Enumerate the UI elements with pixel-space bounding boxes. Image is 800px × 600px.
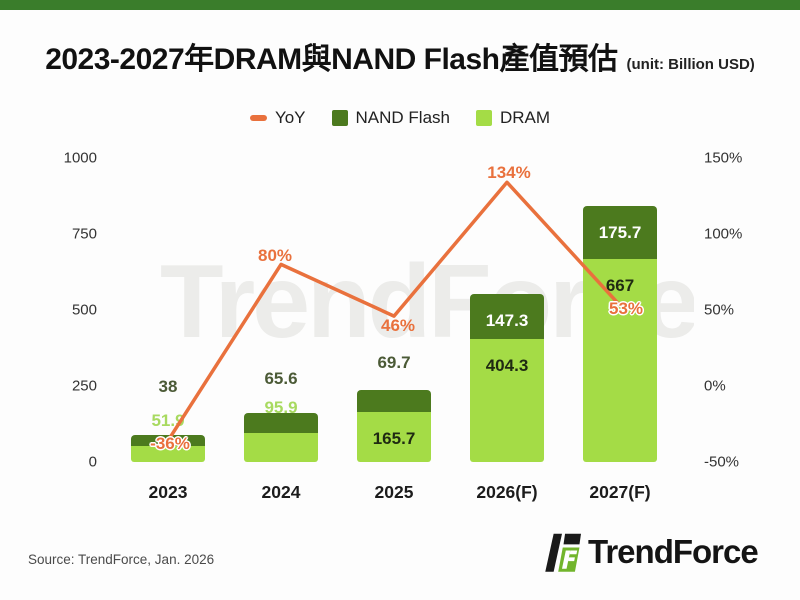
yoy-value-label: 134% [487,163,531,183]
top-banner [0,0,800,10]
right-axis-tick: 150% [704,149,743,167]
dram-segment-2024 [244,432,318,462]
dram-marker-icon [475,110,492,126]
left-axis-tick: 500 [71,301,97,319]
yoy-value-label: 46% [380,316,416,336]
legend-label: NAND Flash [355,108,450,127]
yoy-value-label: 53% [608,299,644,319]
legend-item-dram: DRAM [475,108,551,128]
nand-value-label: 65.6 [264,368,298,388]
legend-item-nand-flash: NAND Flash [331,108,450,128]
left-axis-tick: 1000 [63,149,97,167]
left-axis-tick: 250 [71,377,97,395]
logo-text: TrendForce [588,533,759,570]
dram-segment-2023 [131,446,205,462]
stacked-bar-2027(F) [583,205,657,462]
nand-value-label: 69.7 [377,353,411,373]
x-axis-label-2026(F): 2026(F) [476,482,538,502]
legend-label: DRAM [499,108,551,127]
trendforce-logo: TrendForce [543,528,759,576]
legend-label: YoY [274,108,306,127]
chart-title: 2023-2027年DRAM與NAND Flash產值預估 [45,43,618,76]
right-axis-tick: 0% [704,377,726,395]
x-axis-label-2027(F): 2027(F) [589,482,651,502]
stacked-bar-2025 [357,390,431,462]
nand-value-label: 147.3 [485,311,529,331]
x-axis-label-2025: 2025 [374,482,414,502]
nand-value-label: 175.7 [598,222,642,242]
right-axis-tick: 50% [704,301,735,319]
dram-value-label: 404.3 [485,356,529,376]
left-axis-tick: 750 [71,225,97,243]
source-note: Source: TrendForce, Jan. 2026 [28,552,215,567]
chart-legend: YoY NAND Flash DRAM [0,108,800,128]
yoy-value-label: 80% [257,246,293,266]
dram-value-label: 51.9 [151,410,185,430]
trendforce-logo-icon [545,533,581,572]
nand-value-label: 38 [158,376,178,396]
dram-value-label: 165.7 [372,428,416,448]
nand-segment-2025 [357,390,431,412]
page-title: 2023-2027年DRAM與NAND Flash產值預估 (unit: Bil… [0,34,800,78]
x-axis-label-2023: 2023 [148,482,188,502]
nand-flash-marker-icon [331,110,348,126]
chart-unit-note: (unit: Billion USD) [626,56,755,73]
right-axis-tick: -50% [704,453,740,471]
dram-value-label: 667 [605,276,635,296]
right-axis-tick: 100% [704,225,743,243]
yoy-line-marker-icon [249,115,267,121]
left-axis-tick: 0 [88,453,97,471]
dram-value-label: 95.9 [264,397,298,417]
yoy-value-label: -36% [150,433,190,453]
stacked-bar-2024 [244,412,318,462]
x-axis-label-2024: 2024 [261,482,301,502]
legend-item-yoy: YoY [249,108,306,128]
